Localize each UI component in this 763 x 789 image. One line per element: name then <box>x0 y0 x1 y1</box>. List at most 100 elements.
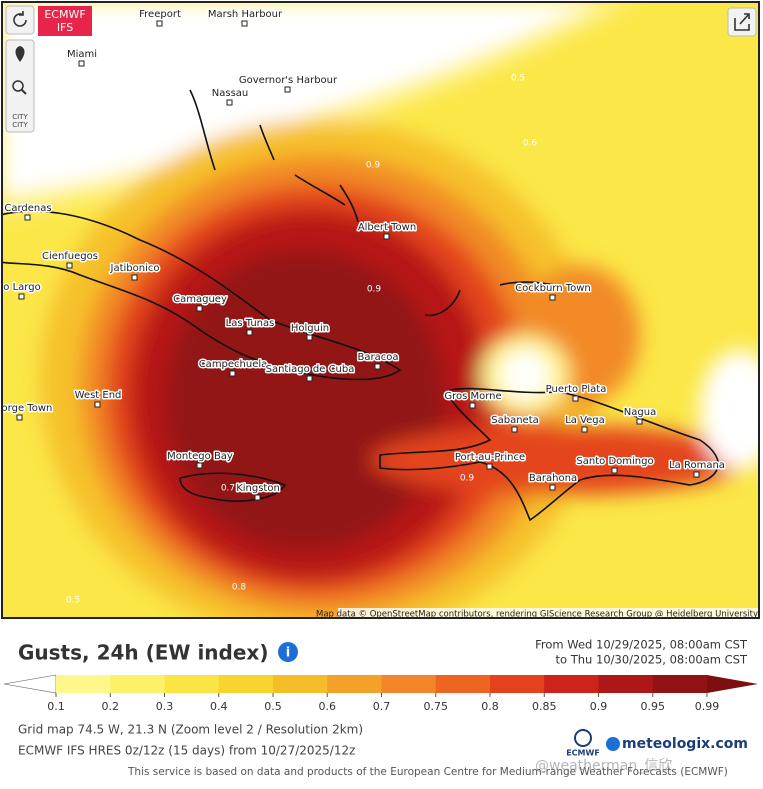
place-label: Albert Town <box>358 222 416 233</box>
colorbar-segment <box>110 675 165 693</box>
colorbar-label: 0.99 <box>695 700 720 713</box>
badge-text: IFS <box>57 21 73 34</box>
ecmwf-text: ECMWF <box>566 749 600 758</box>
brand-logo <box>606 737 620 751</box>
colorbar-label: 0.7 <box>373 700 391 713</box>
place-marker <box>572 395 579 402</box>
place-marker <box>156 20 163 27</box>
place-label: George Town <box>0 403 52 414</box>
zoom-button[interactable] <box>12 80 24 92</box>
colorbar-label: 0.5 <box>264 700 282 713</box>
place-label: Santo Domingo <box>576 456 653 467</box>
refresh-button[interactable] <box>5 5 35 35</box>
colorbar: 0.1 0.2 0.3 0.4 0.5 0.6 0.7 0.75 0.8 0.85 0.9 0.95 0… <box>3 674 758 713</box>
colorbar-segment <box>273 675 328 693</box>
info-button[interactable] <box>278 642 298 662</box>
tool-column <box>5 39 35 133</box>
colorbar-label: 0.1 <box>47 700 65 713</box>
locate-button[interactable] <box>15 46 25 62</box>
colorbar-label: 0.9 <box>590 700 608 713</box>
place-label: Freeport <box>139 9 181 20</box>
place-marker <box>226 99 233 106</box>
place-marker <box>383 233 390 240</box>
place-label: Camaguey <box>173 294 227 305</box>
place-label: Puerto Plata <box>546 384 607 395</box>
place-marker <box>196 462 203 469</box>
grid-info: Grid map 74.5 W, 21.3 N (Zoom level 2 / … <box>18 723 363 737</box>
white-east <box>700 350 759 470</box>
city-control[interactable]: CITY <box>12 113 28 121</box>
place-marker <box>486 463 493 470</box>
place-label: Miami <box>67 49 97 60</box>
map[interactable]: Freeport Marsh Harbour Miami Nassau Governor… <box>0 0 763 640</box>
place-marker <box>636 418 643 425</box>
colorbar-segment <box>652 675 708 693</box>
place-marker <box>66 262 73 269</box>
colorbar-segment <box>218 675 274 693</box>
place-label: Jatibonico <box>110 263 160 274</box>
contour-label: 0.7 <box>221 484 235 494</box>
brand[interactable]: meteologix.com <box>622 736 748 752</box>
colorbar-label: 0.3 <box>156 700 174 713</box>
place-marker <box>18 293 25 300</box>
place-label: Gros Morne <box>444 391 501 402</box>
place-label: La Vega <box>565 415 605 426</box>
place-label: West End <box>75 390 122 401</box>
place-label: Las Tunas <box>226 318 275 329</box>
watermark: @weatherman_信欣 <box>535 758 672 774</box>
colorbar-label: 0.2 <box>102 700 120 713</box>
place-label: Cienfuegos <box>42 251 98 262</box>
place-label: Sabaneta <box>491 415 539 426</box>
model-badge[interactable] <box>38 6 92 36</box>
contour-label: 0.9 <box>366 161 381 171</box>
place-label: o Largo <box>3 282 40 293</box>
city-control[interactable]: CITY <box>12 121 28 129</box>
attribution: Map data © OpenStreetMap contributors, r… <box>316 610 758 620</box>
contour-label: 0.5 <box>511 74 525 84</box>
place-label: Kingston <box>236 483 280 494</box>
contour-labels: 0.5 0.6 0.9 0.9 0.7 0.9 0.8 0.5 <box>66 74 538 606</box>
place-marker <box>374 363 381 370</box>
place-marker <box>229 370 236 377</box>
place-label: Cardenas <box>4 203 51 214</box>
place-marker <box>94 401 101 408</box>
place-marker <box>306 334 313 341</box>
place-marker <box>78 60 85 67</box>
darkest-red <box>165 250 445 550</box>
place-label: Montego Bay <box>167 451 233 462</box>
cuba <box>2 210 402 381</box>
place-marker <box>196 305 203 312</box>
colorbar-segment <box>381 675 437 693</box>
refresh-icon <box>13 11 27 27</box>
colorbar-segment <box>435 675 491 693</box>
place-label: Cockburn Town <box>515 283 591 294</box>
colorbar-segment <box>490 675 545 693</box>
colorbar-low <box>3 674 57 694</box>
place-label: Holguin <box>291 323 329 334</box>
place-label: Nassau <box>212 88 249 99</box>
colorbar-segment <box>544 675 599 693</box>
place-marker <box>16 414 23 421</box>
place-marker <box>24 214 31 221</box>
place-label: La Romana <box>669 460 725 471</box>
place-marker <box>246 329 253 336</box>
place-marker <box>254 494 261 501</box>
place-label: Barahona <box>529 473 577 484</box>
controls: CITY CITY ECMWF IFS <box>5 5 757 133</box>
colorbar-segment <box>56 675 111 693</box>
contour-label: 0.5 <box>66 596 80 606</box>
place-label: Baracoa <box>358 352 399 363</box>
coastlines <box>2 89 719 522</box>
map-frame <box>1 1 760 619</box>
place-label: Port-au-Prince <box>455 452 525 463</box>
place-label: Santiago de Cuba <box>266 364 355 375</box>
red-tail <box>370 425 750 495</box>
place-marker <box>693 471 700 478</box>
place-marker <box>549 484 556 491</box>
pale-band <box>2 2 636 215</box>
jamaica <box>179 472 287 502</box>
title: Gusts, 24h (EW index) <box>18 641 268 665</box>
colorbar-label: 0.75 <box>424 700 449 713</box>
place-label: Campechuela <box>199 359 268 370</box>
